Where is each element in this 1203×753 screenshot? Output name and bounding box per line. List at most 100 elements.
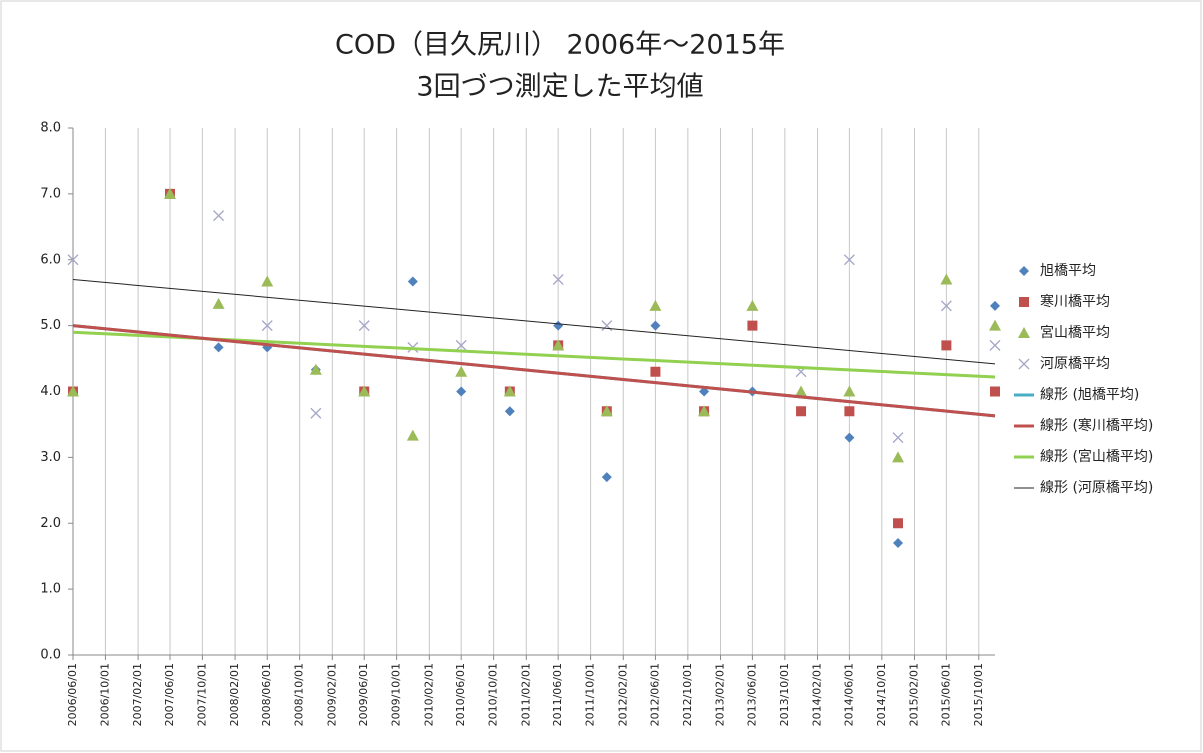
marker-square — [747, 320, 758, 331]
legend-label: 線形 (寒川橋平均) — [1040, 417, 1153, 434]
y-tick-label: 6.0 — [40, 252, 61, 267]
x-tick-label: 2014/06/01 — [842, 663, 855, 726]
chart-subtitle: 3回づつ測定した平均値 — [416, 72, 703, 103]
marker-diamond — [553, 320, 564, 331]
marker-cross — [1018, 358, 1030, 370]
x-tick-label: 2006/10/01 — [98, 663, 111, 726]
marker-cross — [892, 432, 904, 444]
marker-square — [650, 366, 661, 377]
marker-cross — [455, 339, 467, 351]
marker-triangle — [795, 385, 808, 397]
marker-square — [990, 386, 1000, 397]
marker-triangle — [600, 405, 613, 417]
marker-triangle — [503, 385, 516, 397]
x-tick-label: 2013/02/01 — [714, 663, 727, 726]
marker-triangle — [1018, 327, 1030, 338]
y-tick-label: 8.0 — [40, 121, 61, 136]
x-tick-label: 2015/06/01 — [939, 663, 952, 726]
y-tick-label: 5.0 — [40, 318, 61, 333]
marker-cross — [67, 254, 79, 266]
x-tick-label: 2012/06/01 — [648, 663, 661, 726]
y-tick-label: 7.0 — [40, 186, 61, 201]
marker-triangle — [406, 429, 419, 441]
marker-triangle — [455, 365, 468, 377]
x-tick-label: 2008/02/01 — [228, 663, 241, 726]
marker-diamond — [990, 300, 1000, 311]
marker-triangle — [746, 299, 759, 311]
marker-triangle — [843, 385, 856, 397]
y-tick-label: 4.0 — [40, 384, 61, 399]
marker-cross — [310, 407, 322, 419]
marker-cross — [989, 339, 1001, 351]
x-tick-label: 2008/10/01 — [293, 663, 306, 726]
marker-cross — [213, 210, 225, 222]
marker-triangle — [358, 385, 371, 397]
x-tick-label: 2008/06/01 — [260, 663, 273, 726]
trendline — [72, 324, 996, 418]
legend-label: 線形 (宮山橋平均) — [1040, 449, 1153, 465]
marker-cross — [261, 320, 273, 332]
y-tick-label: 2.0 — [40, 516, 61, 531]
x-tick-label: 2009/02/01 — [325, 663, 338, 726]
legend-label: 線形 (旭橋平均) — [1040, 387, 1139, 403]
marker-diamond — [844, 432, 855, 443]
x-tick-label: 2012/10/01 — [681, 663, 694, 726]
x-tick-label: 2007/06/01 — [163, 663, 176, 726]
marker-square — [893, 518, 904, 529]
x-tick-label: 2015/02/01 — [907, 663, 920, 726]
marker-triangle — [163, 187, 176, 199]
x-tick-label: 2011/10/01 — [584, 663, 597, 726]
x-tick-label: 2009/06/01 — [357, 663, 370, 726]
marker-cross — [358, 320, 370, 332]
y-tick-label: 0.0 — [40, 648, 61, 663]
x-tick-label: 2010/02/01 — [422, 663, 435, 726]
x-tick-label: 2012/02/01 — [616, 663, 629, 726]
marker-triangle — [698, 405, 711, 417]
marker-diamond — [650, 320, 661, 331]
marker-cross — [843, 254, 855, 266]
marker-diamond — [1019, 266, 1029, 276]
legend-label: 河原橋平均 — [1040, 356, 1110, 372]
marker-square — [941, 340, 952, 351]
x-tick-label: 2009/10/01 — [390, 663, 403, 726]
marker-cross — [552, 274, 564, 285]
marker-diamond — [213, 342, 224, 353]
x-tick-label: 2011/06/01 — [551, 663, 564, 726]
chart-title: COD（目久尻川） 2006年～2015年 — [335, 30, 785, 61]
marker-triangle — [989, 319, 1001, 331]
marker-diamond — [504, 406, 515, 417]
marker-triangle — [892, 451, 905, 463]
marker-triangle — [309, 363, 322, 375]
marker-triangle — [552, 339, 565, 351]
trendline — [72, 279, 996, 365]
marker-diamond — [407, 276, 418, 287]
marker-cross — [940, 300, 952, 312]
marker-diamond — [456, 386, 467, 397]
marker-triangle — [261, 275, 274, 287]
x-tick-label: 2007/02/01 — [131, 663, 144, 726]
marker-triangle — [940, 273, 953, 285]
x-tick-label: 2010/10/01 — [487, 663, 500, 726]
marker-square — [796, 406, 807, 417]
x-tick-label: 2015/10/01 — [972, 663, 985, 726]
marker-triangle — [649, 299, 662, 311]
legend-label: 寒川橋平均 — [1040, 293, 1110, 310]
legend-label: 線形 (河原橋平均) — [1040, 480, 1153, 496]
x-tick-label: 2014/10/01 — [875, 663, 888, 726]
x-tick-label: 2010/06/01 — [454, 663, 467, 726]
marker-diamond — [893, 538, 904, 549]
marker-square — [844, 406, 855, 417]
marker-diamond — [601, 472, 612, 483]
legend-label: 宮山橋平均 — [1040, 325, 1110, 341]
x-tick-label: 2013/06/01 — [745, 663, 758, 726]
x-tick-label: 2014/02/01 — [811, 663, 824, 726]
marker-square — [1019, 297, 1029, 307]
y-tick-label: 1.0 — [40, 582, 61, 597]
x-tick-label: 2007/10/01 — [195, 663, 208, 726]
x-tick-label: 2013/10/01 — [778, 663, 791, 726]
y-tick-label: 3.0 — [40, 450, 61, 465]
x-tick-label: 2006/06/01 — [66, 663, 79, 726]
legend-label: 旭橋平均 — [1040, 263, 1096, 279]
